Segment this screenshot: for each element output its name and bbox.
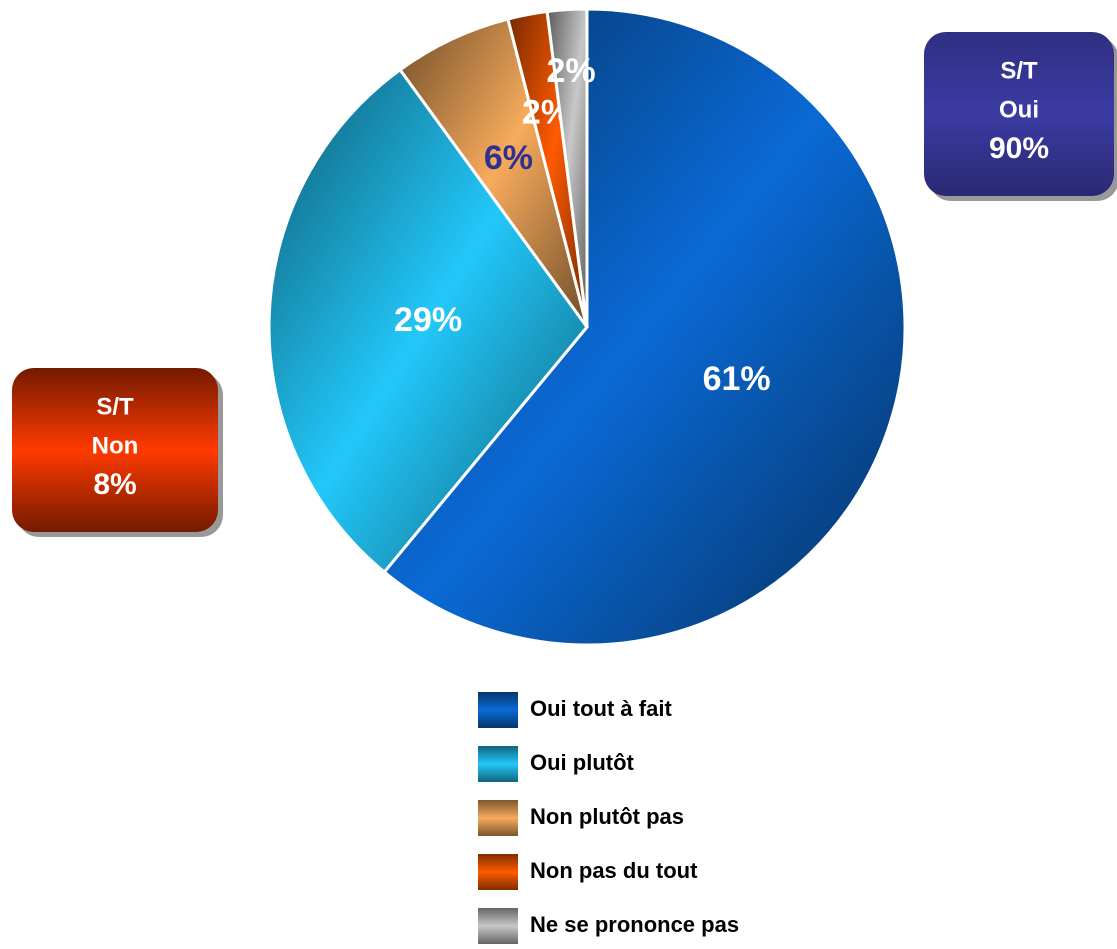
annotation-text: Oui [999,96,1039,123]
annotation-text: S/T [1000,57,1038,84]
pie-slice [382,7,907,647]
legend-swatch [478,800,518,836]
annotation-box [12,368,218,532]
pie-slice [545,7,589,328]
annotation-box [924,32,1114,196]
annotation-text: Non [92,432,139,459]
legend-label: Oui tout à fait [530,696,672,721]
legend-swatch [478,854,518,890]
legend-swatch [478,908,518,944]
legend-label: Non plutôt pas [530,804,684,829]
data-label: 29% [394,301,462,339]
data-label: 2% [546,52,595,90]
legend-swatch [478,692,518,728]
legend-label: Non pas du tout [530,858,698,883]
data-label: 6% [484,139,533,177]
legend-label: Oui plutôt [530,750,635,775]
annotation-text: 90% [989,132,1049,165]
pie-slice [267,67,589,575]
data-label: 61% [703,360,771,398]
pie-slice [397,17,589,328]
legend-swatch [478,746,518,782]
legend-label: Ne se prononce pas [530,912,739,937]
annotation-text: 8% [93,468,136,501]
annotation-text: S/T [96,393,134,420]
